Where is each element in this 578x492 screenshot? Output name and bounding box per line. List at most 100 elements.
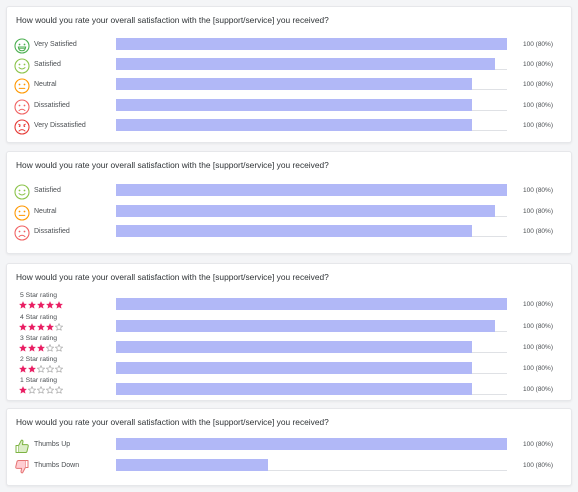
star-empty-icon: [55, 323, 63, 331]
response-row: 100 (80%) Very Dissatisfied: [7, 118, 571, 136]
star-rating: [19, 301, 63, 309]
survey-card-4: How would you rate your overall satisfac…: [6, 408, 572, 486]
response-bar: [116, 459, 268, 471]
star-empty-icon: [46, 365, 54, 373]
response-bar: [116, 341, 472, 353]
star-filled-icon: [37, 344, 45, 352]
response-label: Neutral: [34, 81, 57, 88]
response-row: 100 (80%) 2 Star rating: [7, 356, 571, 376]
response-count: 100 (80%): [523, 102, 553, 109]
response-row: 100 (80%) Thumbs Up: [7, 437, 571, 455]
satisfied-face-icon: [14, 184, 30, 200]
star-rating: [19, 323, 63, 331]
neutral-face-icon: [14, 78, 30, 94]
response-count: 100 (80%): [523, 365, 553, 372]
response-label: Thumbs Up: [34, 441, 71, 448]
star-filled-icon: [19, 386, 27, 394]
thumbs-down-icon: [14, 459, 30, 475]
very-dissatisfied-face-icon: [14, 119, 30, 135]
star-empty-icon: [46, 344, 54, 352]
response-label: 2 Star rating: [20, 356, 58, 363]
response-label: Dissatisfied: [34, 102, 70, 109]
dissatisfied-face-icon: [14, 225, 30, 241]
star-empty-icon: [55, 386, 63, 394]
question-text: How would you rate your overall satisfac…: [16, 160, 329, 170]
question-text: How would you rate your overall satisfac…: [16, 272, 329, 282]
very-satisfied-face-icon: [14, 38, 30, 54]
star-rating: [19, 365, 63, 373]
question-text: How would you rate your overall satisfac…: [16, 15, 329, 25]
response-count: 100 (80%): [523, 441, 553, 448]
response-row: 100 (80%) Neutral: [7, 204, 571, 222]
response-count: 100 (80%): [523, 41, 553, 48]
response-bar: [116, 320, 495, 332]
response-row: 100 (80%) Thumbs Down: [7, 458, 571, 476]
response-label: 1 Star rating: [20, 377, 58, 384]
response-count: 100 (80%): [523, 81, 553, 88]
response-bar: [116, 99, 472, 111]
star-empty-icon: [55, 344, 63, 352]
response-count: 100 (80%): [523, 122, 553, 129]
response-count: 100 (80%): [523, 344, 553, 351]
response-label: Very Satisfied: [34, 41, 77, 48]
response-label: 4 Star rating: [20, 314, 58, 321]
response-count: 100 (80%): [523, 187, 553, 194]
response-count: 100 (80%): [523, 208, 553, 215]
survey-card-2: How would you rate your overall satisfac…: [6, 151, 572, 254]
satisfied-face-icon: [14, 58, 30, 74]
response-bar: [116, 298, 507, 310]
response-row: 100 (80%) 5 Star rating: [7, 292, 571, 312]
star-filled-icon: [28, 344, 36, 352]
thumbs-up-icon: [14, 438, 30, 454]
star-empty-icon: [37, 386, 45, 394]
response-bar: [116, 225, 472, 237]
star-filled-icon: [46, 301, 54, 309]
response-bar: [116, 438, 507, 450]
star-filled-icon: [28, 301, 36, 309]
response-row: 100 (80%) 4 Star rating: [7, 314, 571, 334]
star-rating: [19, 386, 63, 394]
star-empty-icon: [55, 365, 63, 373]
star-rating: [19, 344, 63, 352]
neutral-face-icon: [14, 205, 30, 221]
response-row: 100 (80%) 3 Star rating: [7, 335, 571, 355]
response-label: Satisfied: [34, 187, 61, 194]
response-count: 100 (80%): [523, 61, 553, 68]
bar-track: [116, 470, 507, 471]
response-count: 100 (80%): [523, 323, 553, 330]
response-bar: [116, 78, 472, 90]
star-filled-icon: [28, 323, 36, 331]
star-filled-icon: [37, 301, 45, 309]
response-count: 100 (80%): [523, 462, 553, 469]
response-label: Thumbs Down: [34, 462, 80, 469]
response-label: Dissatisfied: [34, 228, 70, 235]
response-label: Very Dissatisfied: [34, 122, 86, 129]
star-filled-icon: [19, 344, 27, 352]
survey-card-3: How would you rate your overall satisfac…: [6, 263, 572, 401]
response-bar: [116, 184, 507, 196]
question-text: How would you rate your overall satisfac…: [16, 417, 329, 427]
response-row: 100 (80%) Satisfied: [7, 183, 571, 201]
response-bar: [116, 205, 495, 217]
star-empty-icon: [28, 386, 36, 394]
star-filled-icon: [28, 365, 36, 373]
response-row: 100 (80%) Very Satisfied: [7, 37, 571, 55]
response-bar: [116, 362, 472, 374]
response-count: 100 (80%): [523, 228, 553, 235]
response-bar: [116, 383, 472, 395]
response-row: 100 (80%) 1 Star rating: [7, 377, 571, 397]
star-filled-icon: [19, 323, 27, 331]
response-bar: [116, 58, 495, 70]
star-filled-icon: [37, 323, 45, 331]
response-row: 100 (80%) Neutral: [7, 77, 571, 95]
response-label: 5 Star rating: [20, 292, 58, 299]
star-empty-icon: [46, 386, 54, 394]
survey-card-1: How would you rate your overall satisfac…: [6, 6, 572, 143]
star-empty-icon: [37, 365, 45, 373]
star-filled-icon: [19, 365, 27, 373]
response-bar: [116, 119, 472, 131]
response-label: 3 Star rating: [20, 335, 58, 342]
dissatisfied-face-icon: [14, 99, 30, 115]
response-row: 100 (80%) Dissatisfied: [7, 98, 571, 116]
response-label: Satisfied: [34, 61, 61, 68]
